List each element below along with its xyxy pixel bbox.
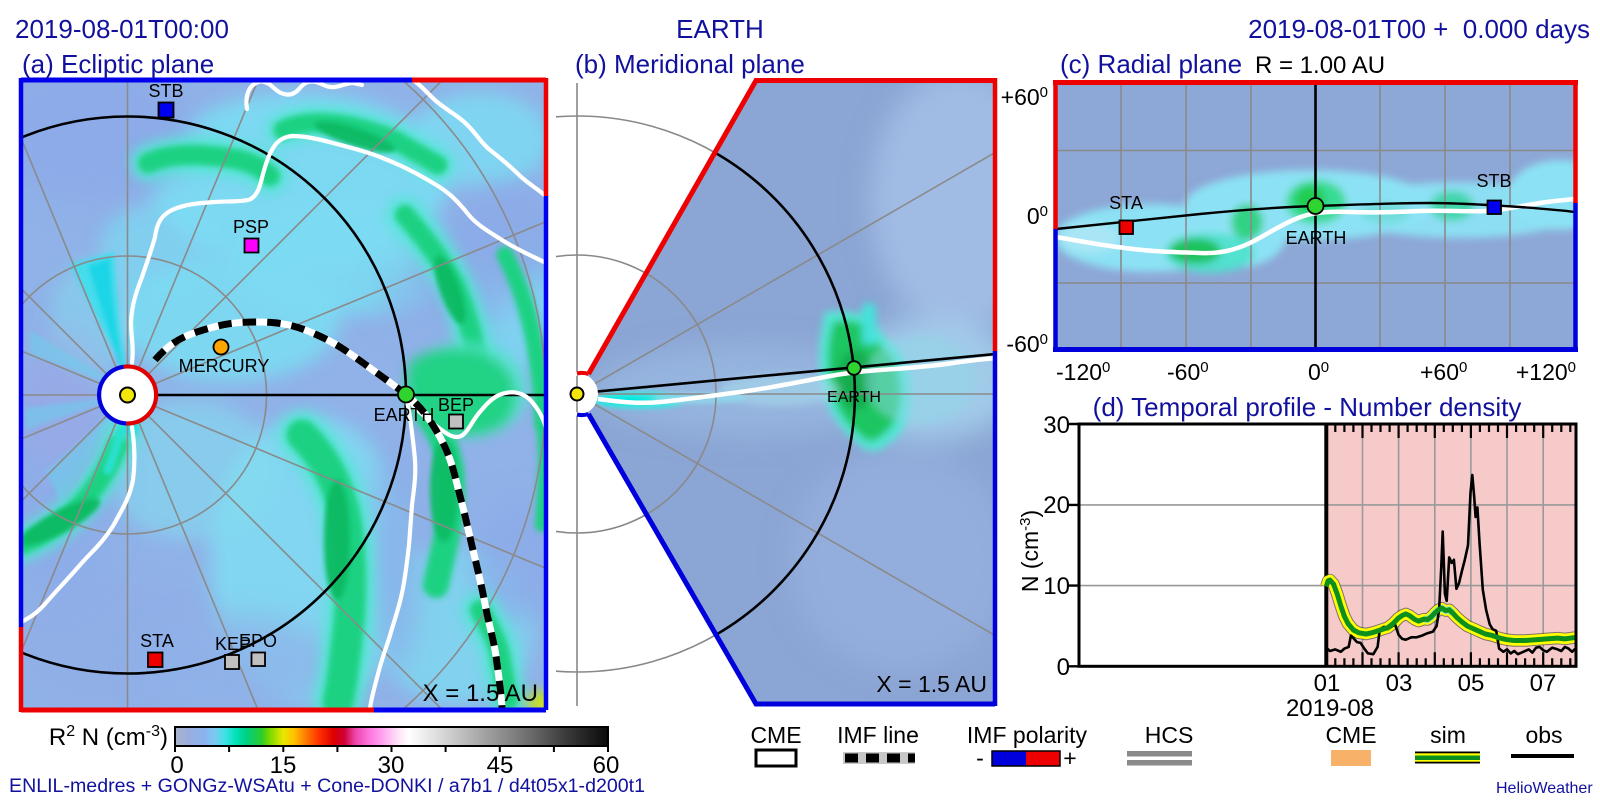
- svg-text:30: 30: [1043, 412, 1070, 439]
- svg-text:N (cm-3): N (cm-3): [1017, 510, 1043, 592]
- svg-text:03: 03: [1386, 670, 1413, 697]
- svg-text:(b) Meridional plane: (b) Meridional plane: [575, 49, 805, 79]
- svg-text:STB: STB: [148, 81, 183, 101]
- svg-text:CME: CME: [1325, 722, 1376, 748]
- svg-text:EPO: EPO: [239, 631, 277, 651]
- svg-text:CME: CME: [750, 722, 801, 748]
- svg-text:2019-08-01T00 + 0.000 days: 2019-08-01T00 + 0.000 days: [1248, 14, 1590, 44]
- svg-text:EARTH: EARTH: [676, 14, 764, 44]
- svg-text:-600: -600: [1167, 359, 1209, 385]
- svg-text:MERCURY: MERCURY: [179, 356, 270, 376]
- svg-text:15: 15: [270, 752, 297, 779]
- svg-text:R2 N (cm-3): R2 N (cm-3): [49, 723, 168, 751]
- svg-text:KEP: KEP: [215, 634, 251, 654]
- svg-text:HelioWeather: HelioWeather: [1496, 780, 1593, 797]
- svg-text:05: 05: [1458, 670, 1485, 697]
- svg-text:+600: +600: [1001, 84, 1048, 110]
- svg-text:X = 1.5 AU: X = 1.5 AU: [876, 671, 987, 697]
- svg-text:STA: STA: [140, 631, 174, 651]
- svg-text:IMF polarity: IMF polarity: [967, 722, 1088, 748]
- svg-text:-1200: -1200: [1056, 359, 1110, 385]
- svg-text:STA: STA: [1109, 193, 1143, 213]
- svg-text:+: +: [1063, 745, 1076, 771]
- svg-text:HCS: HCS: [1145, 722, 1194, 748]
- svg-text:45: 45: [487, 752, 514, 779]
- svg-text:obs: obs: [1525, 722, 1562, 748]
- svg-text:(d) Temporal profile - Number: (d) Temporal profile - Number density: [1093, 392, 1522, 422]
- svg-text:EARTH: EARTH: [1286, 228, 1347, 248]
- svg-text:R = 1.00 AU: R = 1.00 AU: [1255, 52, 1385, 79]
- svg-text:07: 07: [1530, 670, 1557, 697]
- svg-text:00: 00: [1027, 203, 1048, 229]
- svg-text:2019-08: 2019-08: [1286, 695, 1374, 722]
- svg-text:IMF line: IMF line: [837, 722, 919, 748]
- svg-text:(c) Radial plane: (c) Radial plane: [1060, 49, 1242, 79]
- svg-text:sim: sim: [1430, 722, 1466, 748]
- svg-text:PSP: PSP: [233, 217, 269, 237]
- svg-text:-: -: [976, 745, 984, 771]
- svg-text:2019-08-01T00:00: 2019-08-01T00:00: [15, 14, 229, 44]
- svg-text:EARTH: EARTH: [827, 389, 881, 406]
- svg-text:STB: STB: [1476, 171, 1511, 191]
- svg-text:0: 0: [1057, 654, 1070, 681]
- svg-text:BEP: BEP: [438, 395, 474, 415]
- svg-text:0: 0: [170, 752, 183, 779]
- svg-text:30: 30: [378, 752, 405, 779]
- svg-text:+1200: +1200: [1516, 359, 1576, 385]
- svg-text:01: 01: [1314, 670, 1341, 697]
- svg-text:-600: -600: [1006, 331, 1048, 357]
- svg-text:10: 10: [1043, 573, 1070, 600]
- svg-text:(a) Ecliptic plane: (a) Ecliptic plane: [22, 49, 214, 79]
- svg-text:X = 1.5 AU: X = 1.5 AU: [423, 680, 538, 707]
- svg-text:ENLIL-medres + GONGz-WSAtu + C: ENLIL-medres + GONGz-WSAtu + Cone-DONKI …: [9, 775, 645, 797]
- svg-text:EARTH: EARTH: [374, 405, 435, 425]
- svg-text:60: 60: [593, 752, 620, 779]
- svg-text:+600: +600: [1420, 359, 1467, 385]
- svg-text:00: 00: [1308, 359, 1329, 385]
- svg-text:20: 20: [1043, 492, 1070, 519]
